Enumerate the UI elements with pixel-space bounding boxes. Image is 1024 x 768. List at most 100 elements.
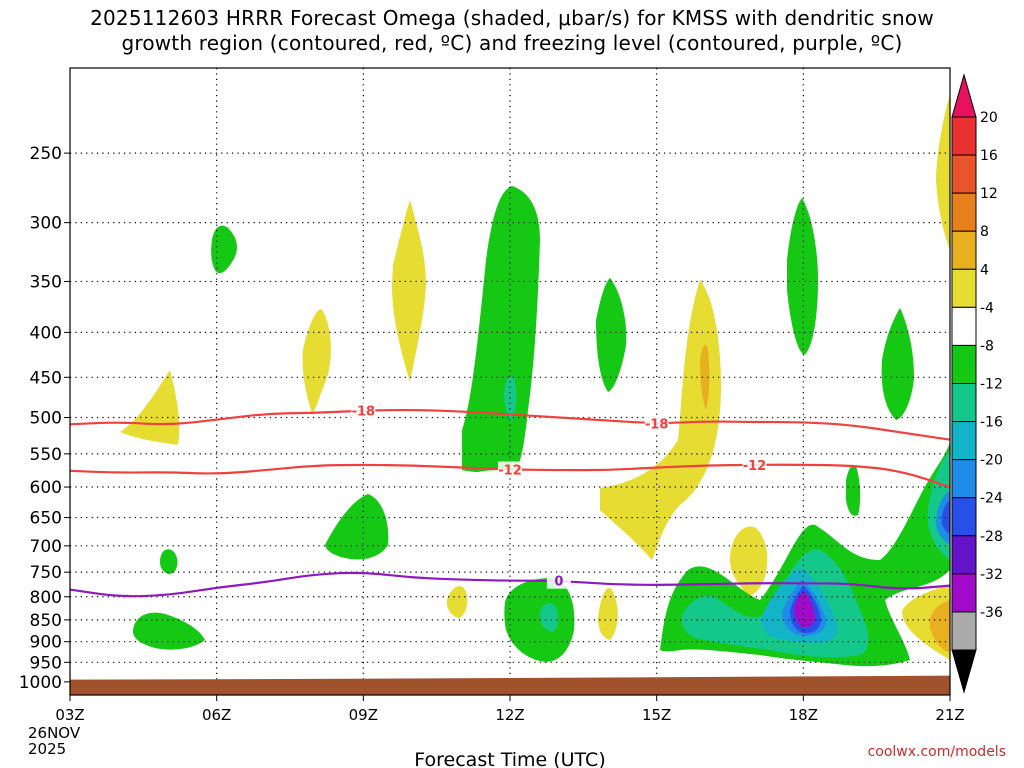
colorbar: 20 16 12 8 4 -4 -8 -12 -16 -20 -24 -28 -32 -36 — [951, 73, 1003, 694]
shade-yellow-2100-upper — [936, 95, 950, 250]
shade-teal-1200-core — [504, 375, 517, 422]
colorbar-label: 20 — [980, 110, 998, 126]
y-tick-label: 750 — [30, 563, 62, 583]
x-tick-label: 18Z — [789, 706, 818, 724]
colorbar-box — [951, 344, 977, 384]
y-tick-label: 550 — [30, 445, 62, 465]
date-label-month: 26NOV — [28, 724, 81, 742]
y-tick-label: 600 — [30, 478, 62, 498]
y-tick-label: 700 — [30, 537, 62, 557]
date-label-year: 2025 — [28, 740, 66, 758]
contour-label-bg — [644, 415, 669, 432]
shade-yellow-1330 — [598, 588, 618, 640]
shade-green-1930 — [846, 464, 861, 516]
shade-green-0600 — [211, 225, 237, 274]
y-tick-label: 400 — [30, 323, 62, 343]
title-line-1: 2025112603 HRRR Forecast Omega (shaded, … — [90, 6, 934, 30]
y-tick-label: 450 — [30, 368, 62, 388]
title-line-2: growth region (contoured, red, ºC) and f… — [121, 31, 903, 55]
y-tick-label: 800 — [30, 588, 62, 608]
shade-green-1400 — [596, 278, 627, 392]
contour-label-bg — [546, 572, 571, 589]
colorbar-box — [951, 116, 977, 156]
x-tick-label: 03Z — [55, 706, 84, 724]
colorbar-label: 4 — [980, 262, 989, 278]
terrain-ground — [70, 675, 950, 695]
y-tick-label: 900 — [30, 633, 62, 653]
contour-label-dgz-bottom: -12 — [743, 459, 767, 474]
y-tick-label: 950 — [30, 653, 62, 673]
colorbar-label: -16 — [980, 415, 1003, 431]
shade-yellow-1700 — [730, 526, 768, 595]
y-tick-label: 650 — [30, 509, 62, 529]
shade-yellow-1000 — [392, 200, 426, 382]
contour-label-dgz-top: -18 — [352, 405, 376, 420]
shade-yellow-0800 — [302, 309, 331, 413]
colorbar-label: 12 — [980, 186, 998, 202]
colorbar-label: -32 — [980, 567, 1003, 583]
contour-label-dgz-top: -18 — [645, 418, 669, 433]
colorbar-box — [951, 383, 977, 423]
colorbar-box — [951, 306, 977, 346]
source-credit: coolwx.com/models — [867, 744, 1006, 760]
x-tick-label: 09Z — [349, 706, 378, 724]
contour-label-freezing-level: 0 — [554, 575, 563, 590]
colorbar-box — [951, 611, 977, 651]
colorbar-label: -28 — [980, 529, 1003, 545]
colorbar-box — [951, 154, 977, 194]
shade-green-1300 — [504, 578, 575, 662]
axes: 2503003504004505005506006507007508008509… — [19, 67, 965, 724]
colorbar-box — [951, 268, 977, 308]
omega-shading — [120, 95, 950, 667]
colorbar-box — [951, 230, 977, 270]
shade-green-1800-upper — [787, 198, 818, 355]
contour-dgz-top — [69, 408, 951, 441]
x-tick-label: 12Z — [495, 706, 524, 724]
contour-label-bg — [498, 461, 522, 478]
shade-green-2000 — [881, 308, 914, 420]
colorbar-box — [951, 421, 977, 461]
shade-green-1200 — [462, 186, 540, 472]
colorbar-label: -20 — [980, 453, 1003, 469]
colorbar-label: -4 — [980, 300, 994, 316]
y-tick-label: 300 — [30, 214, 62, 234]
colorbar-top-arrow — [951, 73, 977, 118]
x-tick-label: 06Z — [202, 706, 231, 724]
colorbar-box — [951, 192, 977, 232]
shade-yellow-1130 — [446, 586, 468, 618]
colorbar-box — [951, 535, 977, 575]
y-tick-label: 500 — [30, 408, 62, 428]
contour-label-bg — [351, 402, 376, 419]
contour-lines: -18 -18 -12 -12 0 — [69, 402, 951, 598]
colorbar-label: 16 — [980, 148, 998, 164]
shade-green-0500-low — [132, 612, 205, 650]
x-tick-label: 21Z — [935, 706, 964, 724]
shade-yellow-0430 — [120, 370, 180, 445]
y-tick-label: 850 — [30, 611, 62, 631]
shade-yellow-1600 — [600, 280, 722, 560]
contour-dgz-bottom — [69, 463, 951, 489]
colorbar-label: -12 — [980, 377, 1003, 393]
colorbar-label: 8 — [980, 224, 989, 240]
chart-title: 2025112603 HRRR Forecast Omega (shaded, … — [0, 6, 1024, 56]
grid-lines — [70, 68, 950, 695]
contour-freezing-level — [69, 571, 951, 598]
shade-orange-2100 — [929, 600, 950, 652]
shade-teal-1300 — [539, 603, 559, 632]
y-tick-label: 350 — [30, 272, 62, 292]
y-tick-label: 250 — [30, 144, 62, 164]
terrain-fill — [70, 675, 950, 695]
y-tick-label: 1000 — [19, 673, 62, 693]
colorbar-box — [951, 459, 977, 499]
contour-label-bg — [742, 456, 767, 473]
colorbar-label: -8 — [980, 338, 994, 354]
colorbar-label: -24 — [980, 491, 1003, 507]
shade-green-0500-mid — [160, 549, 178, 574]
x-axis-label: Forecast Time (UTC) — [414, 749, 605, 768]
shade-purple-1800 — [794, 592, 815, 628]
contour-label-dgz-bottom: -12 — [498, 463, 522, 478]
shade-green-0900 — [325, 494, 389, 560]
shade-orange-1600-core — [700, 344, 710, 410]
x-tick-label: 15Z — [642, 706, 671, 724]
